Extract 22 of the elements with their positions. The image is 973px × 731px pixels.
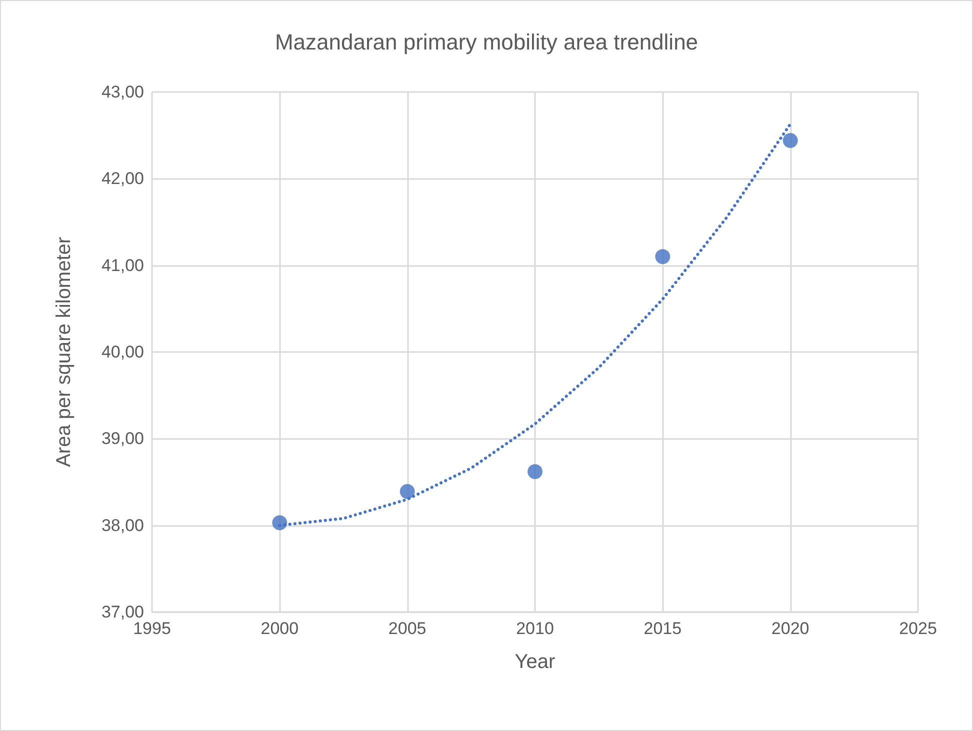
x-tick-label: 2015 [644, 619, 682, 638]
y-tick-label: 40,00 [101, 342, 144, 362]
x-tick-label: 1995 [133, 619, 171, 638]
x-tick-label: 2005 [388, 619, 426, 638]
y-tick-label: 37,00 [101, 602, 144, 622]
x-axis-title: Year [514, 651, 556, 673]
y-tick-label: 38,00 [101, 516, 144, 535]
y-tick-label: 39,00 [101, 429, 144, 448]
point [655, 249, 670, 264]
x-tick-label: 2020 [771, 619, 810, 638]
y-tick-label: 43,00 [101, 82, 144, 102]
x-tick-label: 2025 [899, 619, 937, 638]
y-axis-title: Area per square kilometer [53, 236, 75, 468]
chart-title: Mazandaran primary mobility area trendline [274, 30, 698, 54]
point [782, 133, 798, 148]
y-tick-label: 42,00 [101, 169, 144, 188]
y-tick-label: 41,00 [101, 256, 144, 275]
point [272, 515, 288, 530]
x-tick-label: 2010 [516, 619, 554, 638]
x-tick-label: 2000 [260, 619, 299, 638]
point [528, 464, 542, 480]
point [400, 484, 415, 500]
